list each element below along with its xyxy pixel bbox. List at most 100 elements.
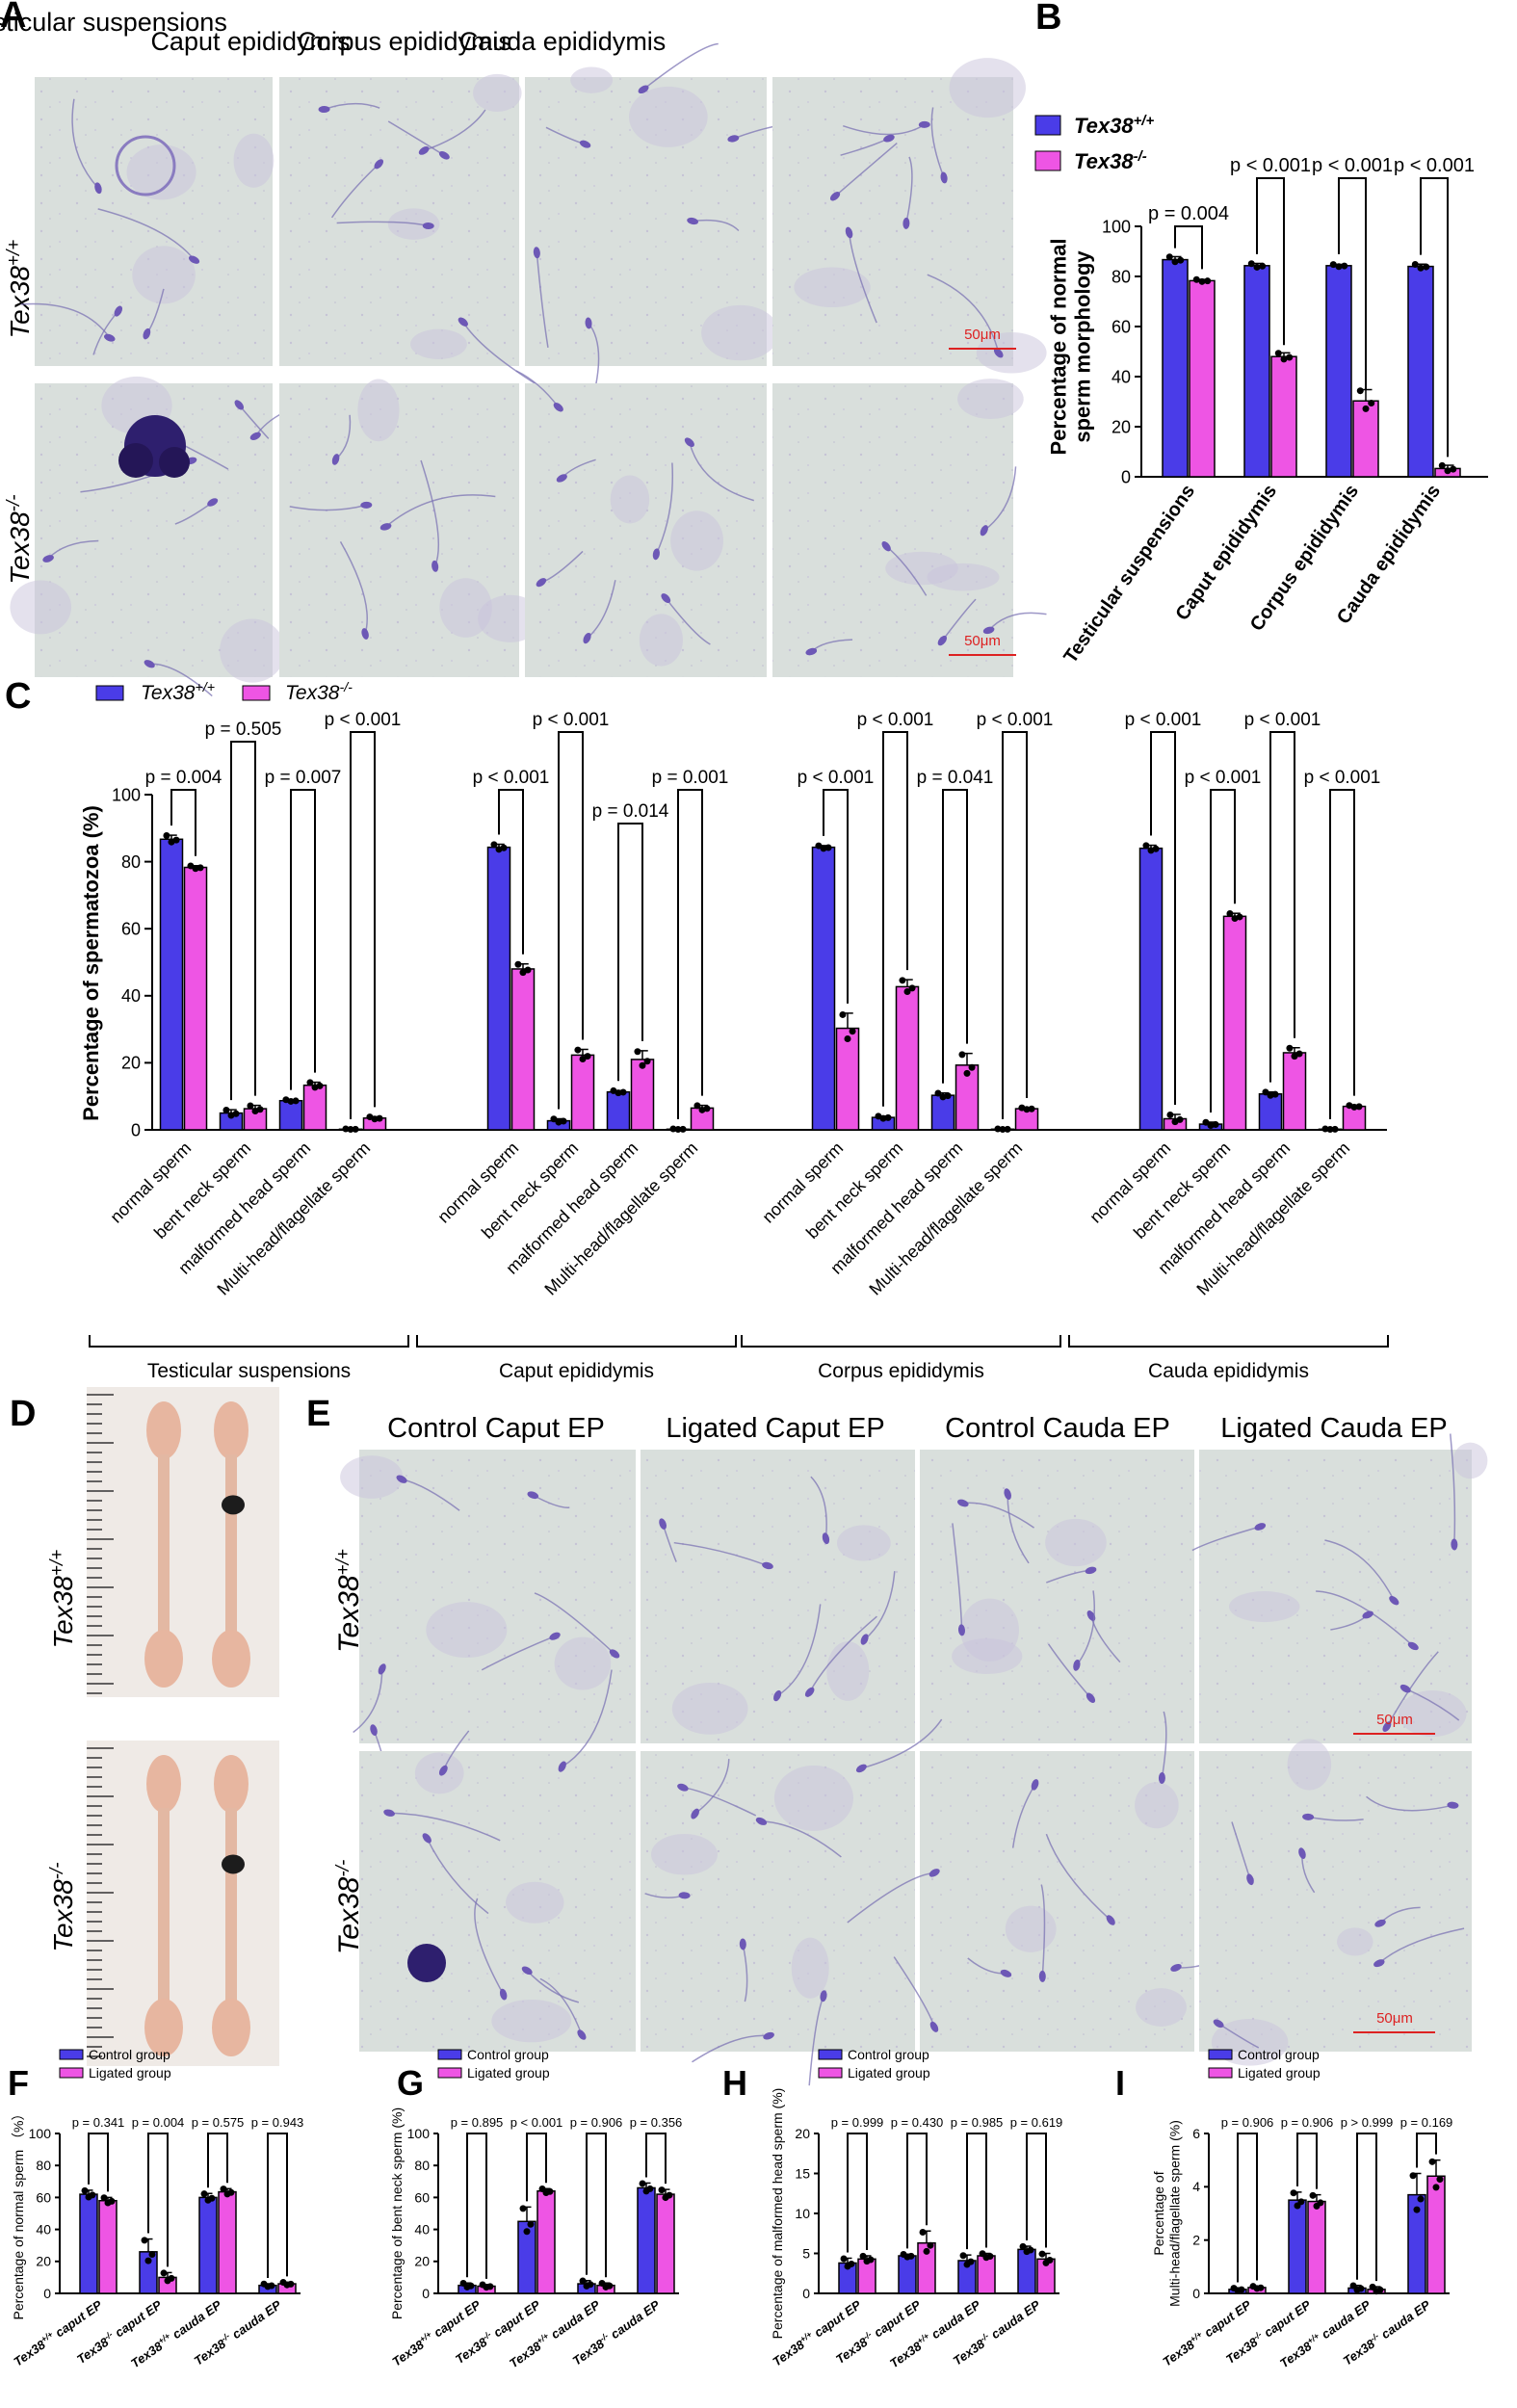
chart-c-bar-g1-wt-3 [278,1099,303,1131]
chart-c-bar-g1-wt-4-point [347,1126,354,1134]
chart-b-bar-wt-1 [1162,258,1189,478]
panel-a-micrograph-r2-c3-sperm-head [536,578,547,588]
y-tick-label: 40 [414,2222,430,2238]
chart-f-bracket-2-pvalue: p = 0.004 [132,2115,185,2130]
panel-e-micrograph-r1-c3 [920,1450,1194,1743]
chart-c-bracket-g1-3 [290,789,316,1090]
chart-f-bar-control-2-point [148,2250,156,2258]
chart-c-bracket-g4-2 [1210,789,1236,1112]
chart-f-bar-ligated-1 [98,2199,118,2294]
chart-f-bar-control-2-point [141,2237,148,2244]
chart-g-bar-ligated-4-point [658,2186,666,2194]
chart-b-bar-ko-2 [1270,355,1297,478]
y-tick-label: 0 [1121,467,1131,486]
chart-h-bracket-3 [966,2133,987,2250]
chart-c-bar-g4-wt-3-point [1262,1088,1269,1096]
chart-b-bar-ko-3 [1352,400,1379,478]
chart-f-bracket-1-pvalue: p = 0.341 [72,2115,125,2130]
panel-d-photo-background [87,1741,279,2066]
chart-i-bar-ligated-3-point [1376,2286,1384,2293]
panel-a-micrograph-r1-c1-sperm-head [114,305,123,317]
panel-a-micrograph-r2-c2-sperm-head [360,501,373,509]
chart-c-bar-g3-wt-3-point [934,1089,942,1097]
chart-c-bar-g3-ko-4-point [1028,1105,1035,1112]
chart-c-bar-g2-wt-2-point [560,1117,567,1125]
chart-i-ylabel: Percentage ofMulti-head/flagellate sperm… [1151,2120,1182,2307]
panel-a-micrograph-r1-c3-sperm-tail [588,322,600,391]
panel-a-micrograph-r2-c1-sperm-head [249,432,261,440]
chart-h-bracket-1 [847,2133,868,2253]
chart-b-bar-ko-1-point [1192,275,1200,283]
chart-f-bar-ligated-1-point [100,2194,108,2202]
chart-c-legend-swatch-ko [242,685,271,701]
panel-a-micrograph-r2-c3-cell-cluster [639,614,683,667]
panel-e-micrograph-r2-c2-sperm-tail [861,1718,943,1769]
chart-c-bar-g1-ko-3 [302,1084,327,1131]
chart-c-group-bracket-4 [1068,1335,1389,1348]
panel-a-micrograph-r1-c2-sperm-tail [387,120,445,156]
chart-f-legend-label-control: Control group [89,2047,170,2062]
chart-c-bar-g2-wt-1 [486,846,511,1131]
chart-c-bar-g3-ko-2 [895,985,920,1131]
panel-e-micrograph-r1-c2 [641,1450,915,1743]
panel-a-micrograph-r1-c4-sperm-tail [848,232,877,324]
panel-e-micrograph-r1-c1-sperm-head [370,1724,378,1736]
panel-a-micrograph-r2-c4-sperm-tail [983,466,1017,532]
chart-h-bar-control-4-point [1019,2242,1027,2250]
panel-e-micrograph-r1-c1-sperm-tail [481,1636,556,1671]
chart-b-bar-ko-2-point [1286,353,1294,361]
panel-a-micrograph-r2-c2-sperm-tail [420,459,440,567]
chart-b-legend-swatch-ko [1034,150,1061,171]
chart-f-ylabel: Percentage of normal sperm （%） [11,2107,26,2320]
chart-c-bar-g4-wt-4-point [1321,1125,1329,1133]
chart-c-bar-g2-wt-3 [606,1090,631,1131]
chart-c-bracket-g1-1 [170,789,196,856]
panel-e-micrograph-r2-c1-sperm-tail [474,1898,505,1995]
panel-a-micrograph-r1-c2-cell-cluster [410,328,467,359]
chart-c-bracket-g4-4 [1329,789,1355,1119]
chart-c-bracket-g2-2 [558,731,584,1110]
panel-d-photo-1 [87,1387,279,1697]
chart-c-bar-g1-wt-1-point [172,836,180,844]
panel-e-micrograph-r1-c3-sperm-tail [962,1502,1034,1529]
panel-e-micrograph-r2-c4-sperm-head [1447,1801,1459,1809]
panel-e-micrograph-r1-c4-sperm-head [1254,1523,1267,1531]
panel-e-micrograph-r2-c4-sperm-head [1374,1919,1386,1927]
chart-c-bar-g3-ko-1 [835,1027,860,1131]
chart-b-bar-wt-2-point [1247,260,1255,268]
chart-c-bar-g3-wt-4-point [1004,1125,1011,1133]
panel-e-micrograph-r2-c2-cell-cluster [773,1765,854,1831]
chart-f-bar-ligated-2-point [160,2269,168,2277]
chart-c-bar-g1-wt-4-point [342,1125,350,1133]
panel-a-micrograph-r2-c2-sperm-tail [339,540,368,635]
panel-a-micrograph-r2-c4-sperm-head [982,626,995,635]
chart-f-bar-ligated-1-point [108,2197,116,2205]
panel-e-micrograph-r2-c2-sperm-head [739,1938,746,1950]
panel-e-micrograph-r1-c2-cell-cluster [671,1682,748,1735]
chart-b-bar-wt-2 [1243,265,1270,478]
chart-c-bar-g4-wt-3 [1258,1093,1283,1131]
chart-c-bracket-g3-3 [942,789,968,1084]
chart-h-bar-control-4-point [1027,2246,1034,2254]
panel-e-micrograph-r1-c2-cell-cluster [826,1641,870,1701]
panel-a-micrograph-r2-c1-cell-cluster [220,618,286,683]
panel-e-micrograph-r1-c3-sperm-tail [952,1523,963,1631]
chart-c-bracket-g3-2 [882,731,908,1107]
panel-d-photo-background [87,1387,279,1697]
panel-a-micrograph-r2-c4-sperm-head [937,635,947,646]
panel-e-micrograph-r1-c4-sperm-tail [1404,1688,1460,1721]
chart-c-bar-g3-wt-4-point [994,1125,1002,1133]
chart-b-bracket-1 [1174,225,1203,270]
chart-b-letter: B [1035,0,1061,38]
y-tick-label: 0 [422,2286,430,2301]
panel-a-micrograph-r2-c3-sperm-tail [689,442,754,502]
chart-c-bar-g2-wt-4-point [674,1126,682,1134]
chart-h-bar-control-3-point [959,2252,967,2260]
chart-c-bracket-g1-2-pvalue: p = 0.505 [205,720,282,740]
chart-b-legend-label-ko: Tex38-/- [1074,148,1147,174]
chart-c-group-label-2: Caput epididymis [499,1360,654,1382]
chart-f-bracket-2 [147,2133,169,2267]
chart-c-bar-g2-ko-2-point [574,1046,582,1054]
chart-c-letter: C [5,676,31,717]
chart-c-bracket-g3-1 [823,789,849,1004]
